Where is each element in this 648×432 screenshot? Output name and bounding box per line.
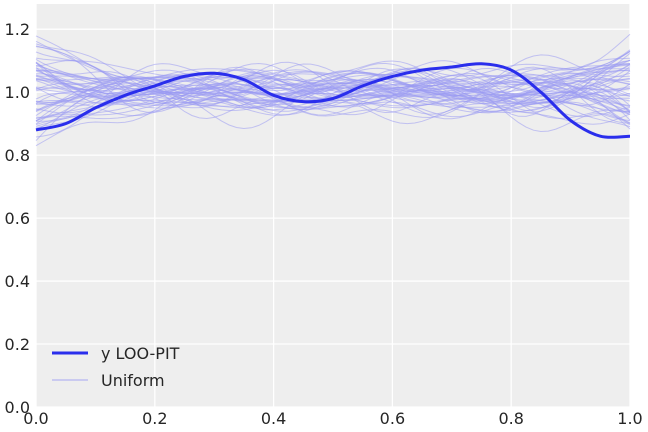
x-tick-label: 0.6	[380, 409, 405, 428]
x-tick-label: 0.4	[261, 409, 286, 428]
y-tick-label: 0.6	[5, 209, 30, 228]
uniform-sample-line	[35, 67, 631, 116]
legend-label-uniform: Uniform	[101, 371, 165, 390]
x-tick-label: 0.8	[498, 409, 523, 428]
loo-pit-series	[35, 62, 631, 139]
x-tick-label: 0.2	[142, 409, 167, 428]
uniform-sample-line	[35, 58, 631, 114]
y-tick-label: 0.4	[5, 272, 30, 291]
uniform-sample-line	[35, 74, 631, 114]
uniform-sample-line	[35, 63, 631, 114]
x-axis-tick-labels: 0.0 0.2 0.4 0.6 0.8 1.0	[23, 409, 642, 428]
x-tick-label: 1.0	[617, 409, 642, 428]
legend-label-loo-pit: y LOO-PIT	[101, 344, 180, 363]
uniform-sample-line	[36, 72, 631, 122]
loo-pit-line	[35, 62, 631, 139]
uniform-sample-line	[35, 79, 631, 115]
x-tick-label: 0.0	[23, 409, 48, 428]
y-tick-label: 0.0	[5, 398, 30, 417]
y-tick-label: 1.0	[5, 83, 30, 102]
uniform-sample-line	[35, 33, 631, 112]
y-axis-tick-labels: 0.0 0.2 0.4 0.6 0.8 1.0 1.2	[5, 20, 30, 417]
uniform-sample-line	[35, 81, 631, 128]
y-tick-label: 1.2	[5, 20, 30, 39]
uniform-sample-line	[35, 80, 631, 125]
uniform-sample-line	[35, 60, 631, 111]
y-tick-label: 0.8	[5, 146, 30, 165]
legend: y LOO-PIT Uniform	[52, 344, 180, 390]
grid-lines	[35, 4, 631, 408]
y-tick-label: 0.2	[5, 335, 30, 354]
